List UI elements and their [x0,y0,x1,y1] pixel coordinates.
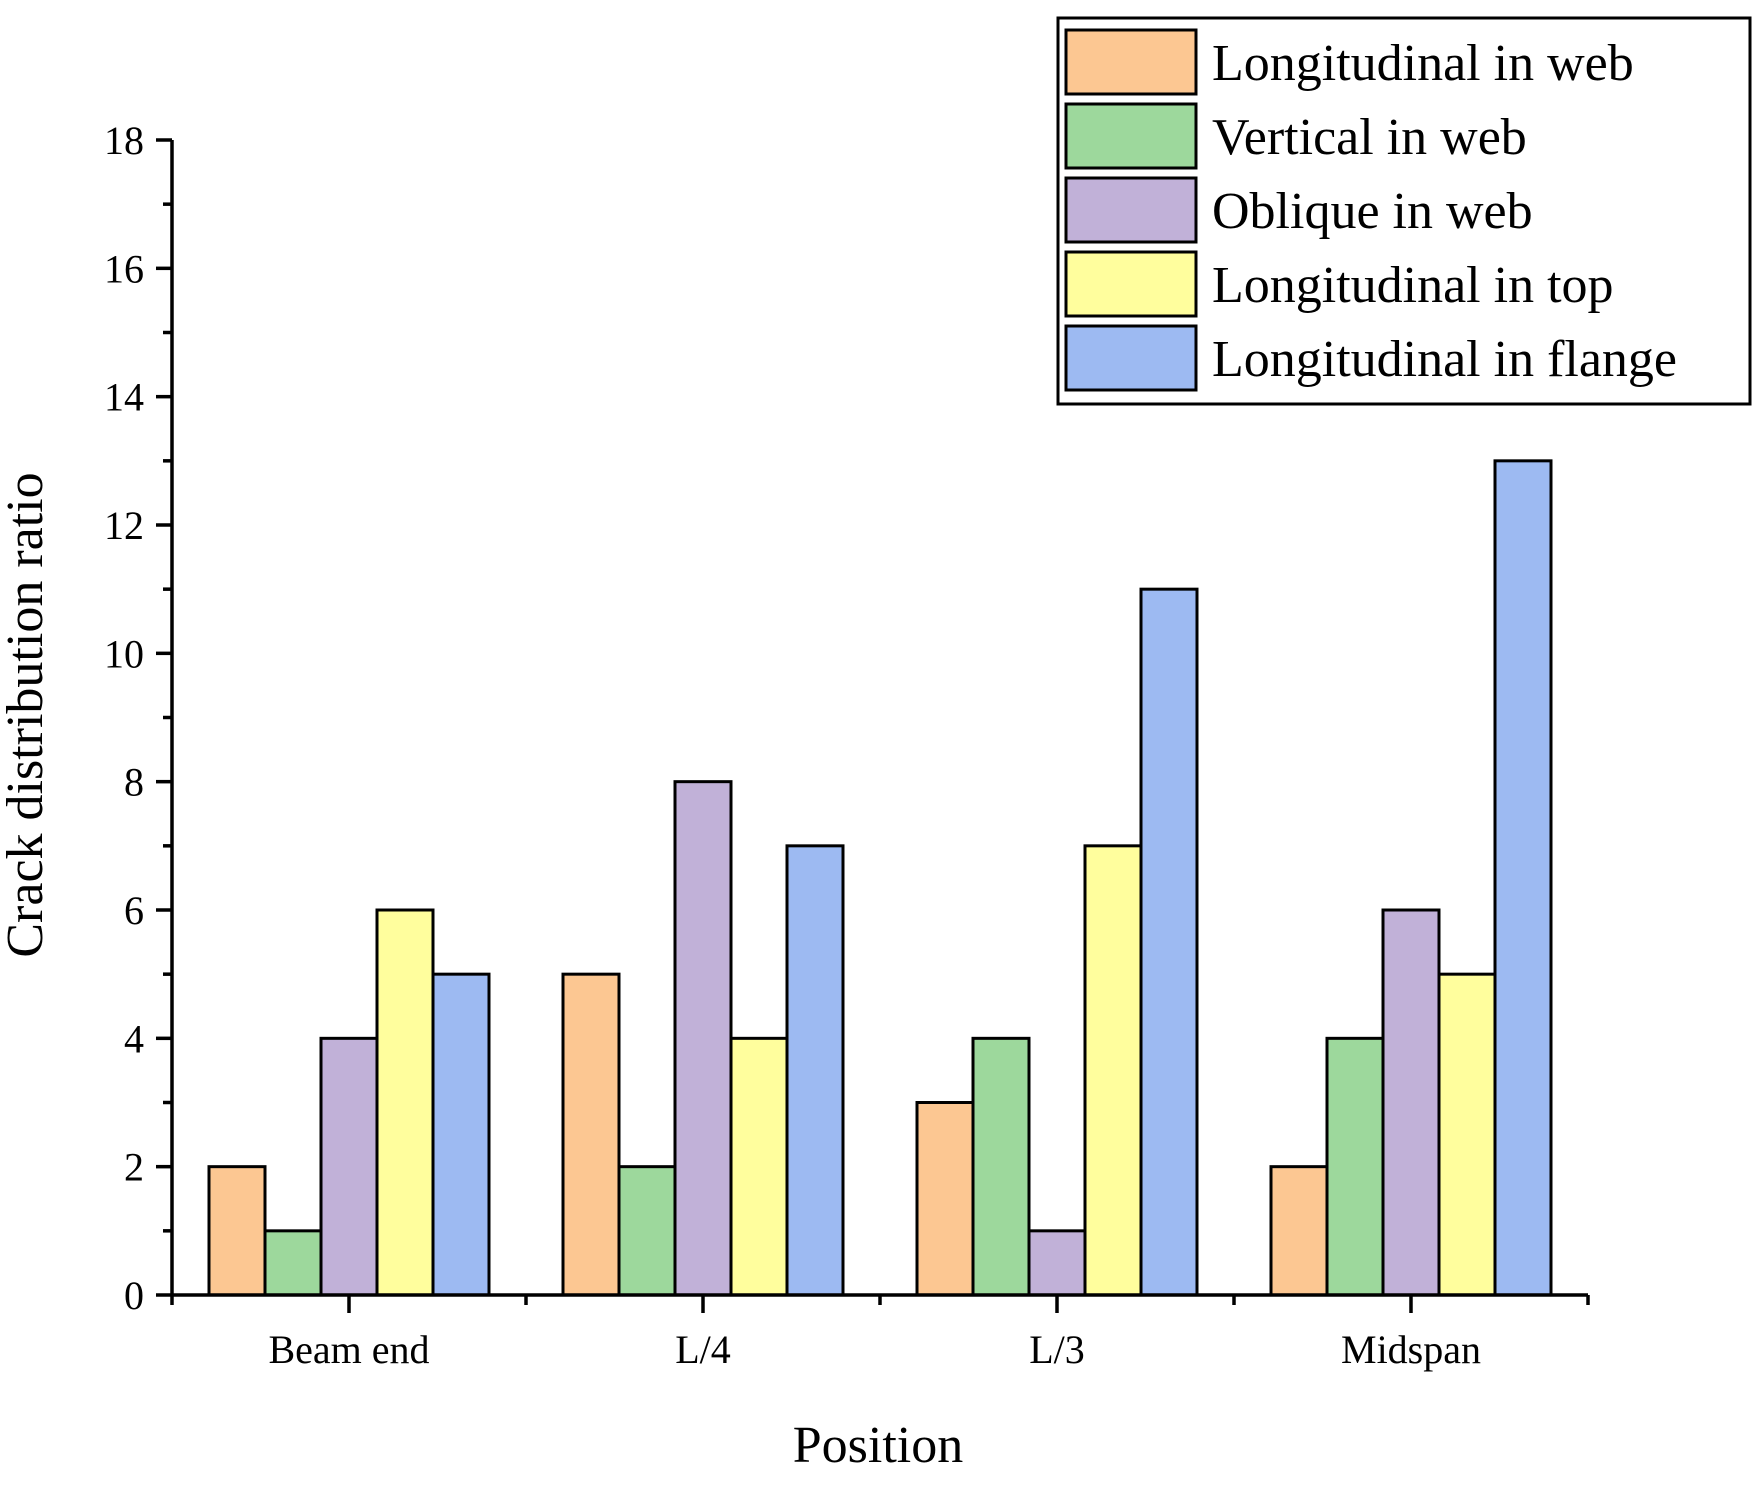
bar-vertical-in-web-midspan [1325,1036,1385,1297]
x-tick-label: Midspan [1341,1327,1481,1372]
y-tick-label: 10 [104,631,144,676]
legend-swatch [1064,250,1198,318]
bar-longitudinal-in-top-l-3 [1083,844,1143,1297]
bar-longitudinal-in-web-l-4 [561,972,621,1297]
y-tick-label: 8 [124,760,144,805]
y-tick-label: 12 [104,503,144,548]
bar-longitudinal-in-web-midspan [1269,1165,1329,1297]
axes-layer: 0 2 4 6 8 10 12 14 16 18 Beam end L/4 L/3 Midspan [104,118,1590,1372]
y-tick-label: 4 [124,1016,144,1061]
bar-longitudinal-in-web-l-3 [915,1101,975,1297]
x-tick-label: L/4 [675,1327,731,1372]
legend: Longitudinal in web Vertical in web Obliqu… [1056,16,1752,406]
bar-longitudinal-in-top-midspan [1437,972,1497,1297]
legend-swatch [1064,102,1198,170]
y-tick-label: 0 [124,1273,144,1318]
y-tick-label: 16 [104,246,144,291]
bar-oblique-in-web-l-4 [673,780,733,1297]
bar-vertical-in-web-l-3 [971,1036,1031,1297]
x-axis-title: Position [793,1417,964,1474]
legend-label: Longitudinal in flange [1212,331,1677,388]
y-tick-label: 14 [104,375,144,420]
bar-longitudinal-in-flange-midspan [1493,459,1553,1297]
bar-longitudinal-in-flange-l-3 [1139,587,1199,1297]
x-tick-label: Beam end [268,1327,429,1372]
y-tick-label: 2 [124,1145,144,1190]
bar-longitudinal-in-flange-beam-end [431,972,491,1297]
bars-layer [207,459,1553,1297]
y-tick-label: 6 [124,888,144,933]
legend-swatch [1064,324,1198,392]
bar-vertical-in-web-beam-end [263,1229,323,1297]
bar-longitudinal-in-web-beam-end [207,1165,267,1297]
bar-vertical-in-web-l-4 [617,1165,677,1297]
bar-oblique-in-web-beam-end [319,1036,379,1297]
y-axis-title: Crack distribution ratio [0,472,54,957]
bar-longitudinal-in-top-l-4 [729,1036,789,1297]
legend-label: Vertical in web [1212,109,1527,166]
x-tick-label: L/3 [1029,1327,1085,1372]
bar-longitudinal-in-flange-l-4 [785,844,845,1297]
bar-oblique-in-web-midspan [1381,908,1441,1297]
bar-oblique-in-web-l-3 [1027,1229,1087,1297]
bar-longitudinal-in-top-beam-end [375,908,435,1297]
legend-label: Longitudinal in top [1212,257,1614,314]
legend-swatch [1064,28,1198,96]
legend-label: Oblique in web [1212,183,1533,240]
legend-label: Longitudinal in web [1212,35,1634,92]
legend-swatch [1064,176,1198,244]
y-tick-label: 18 [104,118,144,163]
